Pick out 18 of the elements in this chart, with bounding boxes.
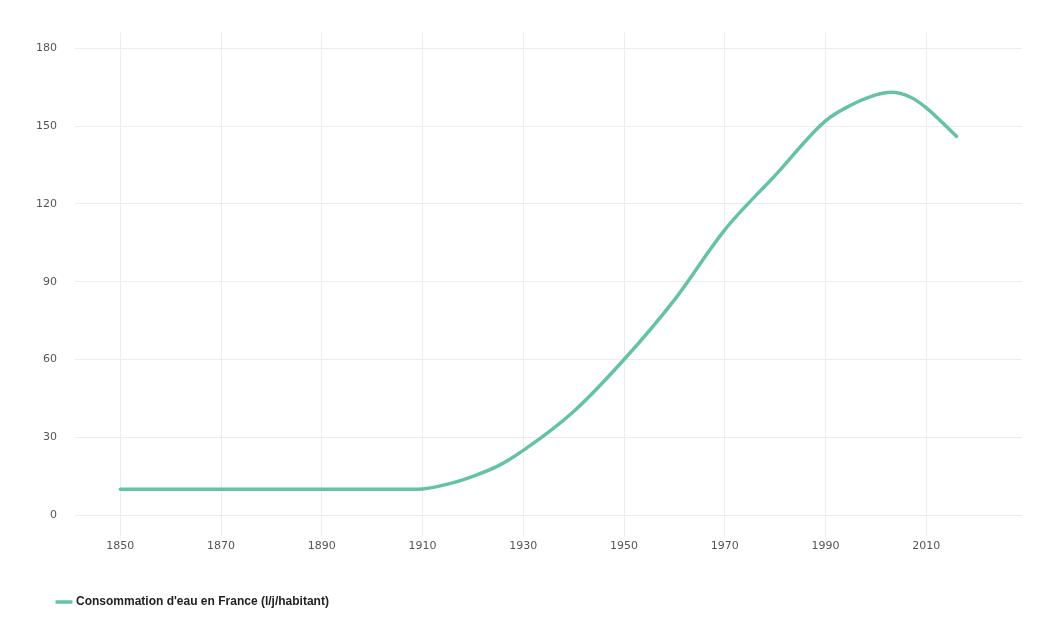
x-tick-label: 1890 xyxy=(307,539,336,553)
legend-label: Consommation d'eau en France (l/j/habitant) xyxy=(76,594,329,609)
x-tick-label: 1850 xyxy=(106,539,135,553)
y-tick-label: 180 xyxy=(36,41,57,55)
y-tick-label: 30 xyxy=(43,430,57,444)
y-tick-label: 90 xyxy=(43,274,57,288)
y-tick-label: 0 xyxy=(50,508,57,522)
y-tick-label: 120 xyxy=(36,196,57,210)
x-tick-label: 2010 xyxy=(912,539,941,553)
x-tick-label: 1930 xyxy=(509,539,538,553)
x-tick-label: 1990 xyxy=(811,539,840,553)
line-series xyxy=(118,90,959,492)
y-tick-label: 150 xyxy=(36,118,57,132)
x-tick-label: 1910 xyxy=(408,539,437,553)
x-tick-label: 1950 xyxy=(610,539,639,553)
y-tick-label: 60 xyxy=(43,352,57,366)
x-tick-label: 1870 xyxy=(207,539,236,553)
x-tick-label: 1970 xyxy=(710,539,739,553)
